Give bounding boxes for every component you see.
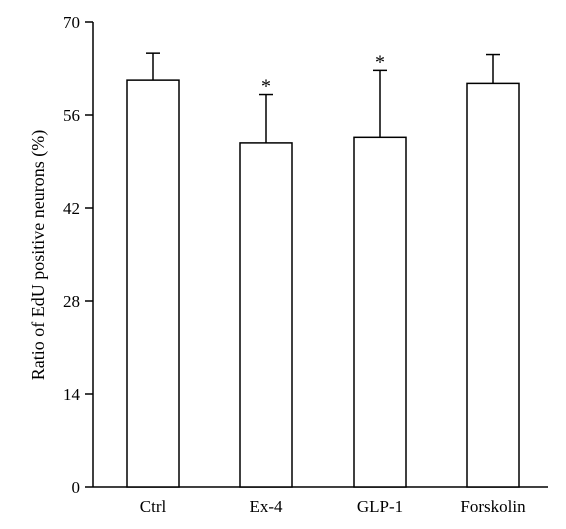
bar-ctrl [126,79,180,488]
bars [126,52,520,488]
y-tick-label-4: 56 [63,106,80,125]
bar-forskolin [466,82,520,488]
labels: 0 14 28 42 56 70 Ctrl * Ex-4 * GLP-1 Forskolin [63,13,526,516]
y-tick-label-0: 0 [72,478,81,497]
y-tick-label-3: 42 [63,199,80,218]
significance-marker-glp-1: * [375,51,385,73]
y-tick-label-1: 14 [63,385,81,404]
y-tick-label-2: 28 [63,292,80,311]
x-tick-label-ctrl: Ctrl [140,497,167,516]
bar-ex-4 [239,142,293,488]
y-axis-title: Ratio of EdU positive neurons (%) [28,130,49,380]
x-tick-label-forskolin: Forskolin [460,497,526,516]
bar-glp-1 [353,136,407,488]
x-tick-label-ex-4: Ex-4 [249,497,283,516]
x-tick-label-glp-1: GLP-1 [357,497,403,516]
y-tick-label-5: 70 [63,13,80,32]
significance-marker-ex-4: * [261,76,271,98]
